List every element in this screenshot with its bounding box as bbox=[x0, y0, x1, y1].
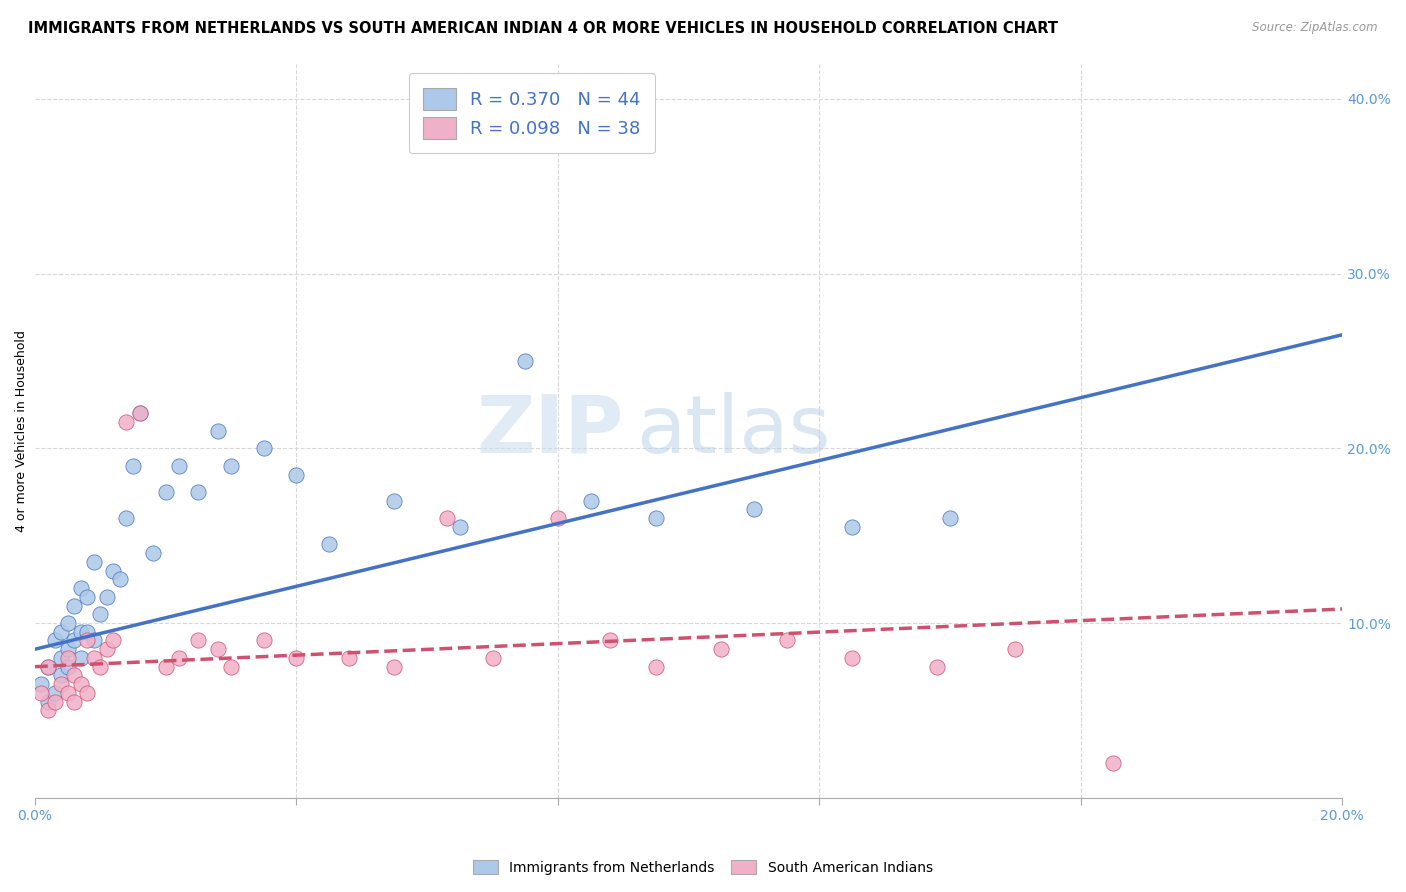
Point bbox=[115, 415, 138, 429]
Point bbox=[925, 659, 948, 673]
Point bbox=[63, 695, 86, 709]
Point bbox=[155, 659, 177, 673]
Legend: R = 0.370   N = 44, R = 0.098   N = 38: R = 0.370 N = 44, R = 0.098 N = 38 bbox=[409, 73, 655, 153]
Text: Source: ZipAtlas.com: Source: ZipAtlas.com bbox=[1253, 21, 1378, 34]
Point bbox=[253, 442, 276, 456]
Point bbox=[142, 546, 165, 560]
Point bbox=[449, 520, 471, 534]
Point bbox=[69, 677, 91, 691]
Point bbox=[1004, 642, 1026, 657]
Point bbox=[167, 458, 190, 473]
Point bbox=[76, 686, 98, 700]
Point bbox=[96, 590, 118, 604]
Point bbox=[108, 572, 131, 586]
Point bbox=[207, 642, 229, 657]
Point bbox=[37, 695, 59, 709]
Text: ZIP: ZIP bbox=[477, 392, 623, 470]
Point bbox=[122, 458, 145, 473]
Point bbox=[49, 624, 72, 639]
Point bbox=[49, 651, 72, 665]
Point bbox=[253, 633, 276, 648]
Point bbox=[187, 485, 209, 500]
Point bbox=[63, 633, 86, 648]
Point bbox=[187, 633, 209, 648]
Point bbox=[599, 633, 621, 648]
Point bbox=[76, 624, 98, 639]
Point bbox=[76, 590, 98, 604]
Point bbox=[31, 686, 53, 700]
Point bbox=[44, 686, 66, 700]
Point bbox=[285, 467, 308, 482]
Point bbox=[318, 537, 340, 551]
Point bbox=[128, 406, 150, 420]
Point bbox=[37, 659, 59, 673]
Text: IMMIGRANTS FROM NETHERLANDS VS SOUTH AMERICAN INDIAN 4 OR MORE VEHICLES IN HOUSE: IMMIGRANTS FROM NETHERLANDS VS SOUTH AME… bbox=[28, 21, 1059, 36]
Point bbox=[481, 651, 503, 665]
Point bbox=[63, 599, 86, 613]
Point bbox=[103, 564, 125, 578]
Point bbox=[37, 703, 59, 717]
Point bbox=[384, 493, 406, 508]
Point bbox=[56, 642, 79, 657]
Point bbox=[742, 502, 765, 516]
Y-axis label: 4 or more Vehicles in Household: 4 or more Vehicles in Household bbox=[15, 330, 28, 532]
Point bbox=[83, 555, 105, 569]
Point bbox=[841, 520, 863, 534]
Point bbox=[645, 511, 668, 525]
Point bbox=[710, 642, 733, 657]
Point bbox=[83, 633, 105, 648]
Point bbox=[337, 651, 360, 665]
Point bbox=[56, 659, 79, 673]
Point bbox=[56, 686, 79, 700]
Point bbox=[76, 633, 98, 648]
Point bbox=[219, 659, 242, 673]
Point bbox=[547, 511, 569, 525]
Point bbox=[207, 424, 229, 438]
Point bbox=[939, 511, 962, 525]
Point bbox=[775, 633, 797, 648]
Point bbox=[69, 624, 91, 639]
Point bbox=[219, 458, 242, 473]
Point bbox=[515, 354, 537, 368]
Point bbox=[69, 651, 91, 665]
Point bbox=[841, 651, 863, 665]
Point bbox=[89, 659, 111, 673]
Point bbox=[69, 581, 91, 595]
Point bbox=[37, 659, 59, 673]
Point bbox=[384, 659, 406, 673]
Point bbox=[49, 677, 72, 691]
Point bbox=[285, 651, 308, 665]
Point bbox=[56, 651, 79, 665]
Point bbox=[56, 615, 79, 630]
Text: atlas: atlas bbox=[637, 392, 831, 470]
Point bbox=[89, 607, 111, 622]
Point bbox=[155, 485, 177, 500]
Point bbox=[31, 677, 53, 691]
Point bbox=[436, 511, 458, 525]
Point bbox=[128, 406, 150, 420]
Point bbox=[83, 651, 105, 665]
Point bbox=[49, 668, 72, 682]
Point bbox=[96, 642, 118, 657]
Point bbox=[63, 668, 86, 682]
Legend: Immigrants from Netherlands, South American Indians: Immigrants from Netherlands, South Ameri… bbox=[468, 855, 938, 880]
Point bbox=[115, 511, 138, 525]
Point bbox=[167, 651, 190, 665]
Point bbox=[579, 493, 602, 508]
Point bbox=[645, 659, 668, 673]
Point bbox=[44, 695, 66, 709]
Point bbox=[44, 633, 66, 648]
Point bbox=[103, 633, 125, 648]
Point bbox=[1102, 756, 1125, 770]
